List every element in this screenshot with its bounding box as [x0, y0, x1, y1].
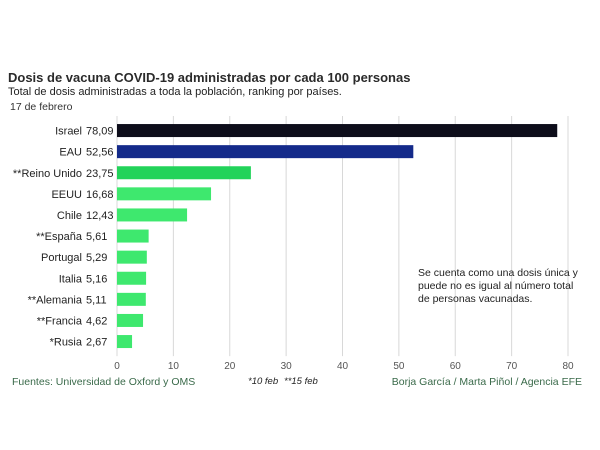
value-label: 5,11 — [86, 294, 107, 306]
x-tick-label: 10 — [168, 361, 180, 372]
category-label: EEUU — [51, 189, 82, 201]
x-tick-label: 50 — [393, 361, 405, 372]
bar — [117, 187, 212, 201]
x-tick-label: 30 — [281, 361, 293, 372]
bar — [117, 250, 147, 264]
chart-credit: Borja García / Marta Piñol / Agencia EFE — [391, 376, 582, 388]
bar — [117, 292, 146, 306]
chart-source: Fuentes: Universidad de Oxford y OMS — [12, 376, 196, 388]
category-label: EAU — [59, 147, 82, 159]
value-label: 4,62 — [86, 315, 107, 327]
x-tick-label: 0 — [114, 361, 120, 372]
value-label: 78,09 — [86, 126, 114, 138]
bar — [117, 124, 558, 138]
bar — [117, 208, 188, 222]
value-label: 5,29 — [86, 252, 107, 264]
footnote-2: **15 feb — [284, 376, 318, 387]
category-label: Chile — [57, 210, 82, 222]
bar — [117, 229, 149, 243]
value-label: 2,67 — [86, 337, 107, 349]
value-label: 52,56 — [86, 147, 114, 159]
category-label: **España — [36, 231, 83, 243]
bar — [117, 335, 133, 349]
value-label: 12,43 — [86, 210, 114, 222]
chart-note: Se cuenta como una dosis única y puede n… — [418, 267, 578, 305]
category-label: Israel — [55, 126, 82, 138]
category-label: *Rusia — [50, 337, 83, 349]
value-label: 5,16 — [86, 273, 107, 285]
value-label: 23,75 — [86, 168, 114, 180]
bar — [117, 145, 414, 159]
x-tick-label: 60 — [450, 361, 462, 372]
category-label: Portugal — [41, 252, 82, 264]
category-label: Italia — [59, 273, 83, 285]
bar — [117, 313, 144, 327]
category-label: **Reino Unido — [13, 168, 82, 180]
chart-subtitle: Total de dosis administradas a toda la p… — [8, 86, 342, 98]
chart-title: Dosis de vacuna COVID-19 administradas p… — [8, 70, 411, 85]
category-label: **Francia — [37, 315, 83, 327]
chart-date: 17 de febrero — [10, 101, 73, 113]
x-tick-label: 20 — [224, 361, 236, 372]
x-tick-label: 80 — [562, 361, 574, 372]
category-label: **Alemania — [28, 294, 83, 306]
x-tick-label: 70 — [506, 361, 518, 372]
x-tick-label: 40 — [337, 361, 349, 372]
bar — [117, 166, 251, 180]
footnote-1: *10 feb — [248, 376, 279, 387]
value-label: 16,68 — [86, 189, 114, 201]
bar — [117, 271, 147, 285]
value-label: 5,61 — [86, 231, 107, 243]
